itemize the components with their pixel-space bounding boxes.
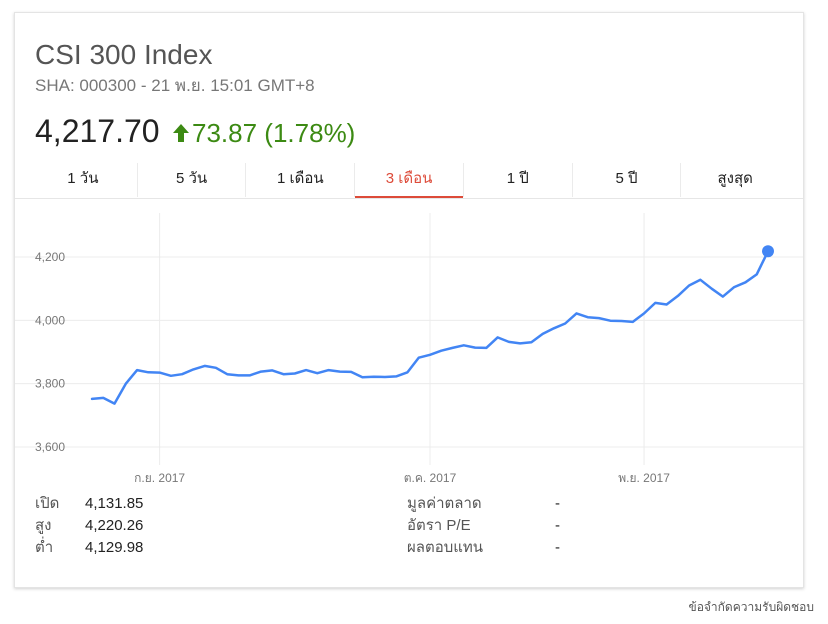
arrow-up-icon	[173, 124, 190, 142]
stat-row: มูลค่าตลาด -	[407, 493, 560, 515]
x-tick-label: พ.ย. 2017	[618, 471, 670, 485]
price-row: 4,217.70 73.87 (1.78%)	[35, 113, 355, 156]
tab-range-6[interactable]: สูงสุด	[717, 170, 753, 187]
stat-value: -	[555, 539, 560, 556]
tab-range-3[interactable]: 3 เดือน	[355, 163, 464, 199]
stats-right: มูลค่าตลาด - อัตรา P/E - ผลตอบแทน -	[407, 493, 560, 559]
price-chart[interactable]: 3,600 3,800 4,000 4,200 ก.ย. 2017 ต.ค. 2017 พ.…	[15, 203, 803, 493]
stat-value: 4,220.26	[85, 517, 144, 534]
stats-left: เปิด 4,131.85 สูง 4,220.26 ต่ำ 4,129.98	[35, 493, 143, 559]
y-tick-label: 3,800	[35, 377, 65, 391]
stat-row: ผลตอบแทน -	[407, 537, 560, 559]
tab-range-1[interactable]: 5 วัน	[138, 163, 247, 197]
stat-label: เปิด	[35, 495, 60, 512]
stat-row: อัตรา P/E -	[407, 515, 560, 537]
stat-value: 4,131.85	[85, 495, 144, 512]
y-tick-label: 3,600	[35, 440, 65, 454]
stat-label: อัตรา P/E	[407, 517, 471, 534]
last-point-marker[interactable]	[762, 245, 774, 258]
stat-label: สูง	[35, 517, 52, 534]
tab-range-5[interactable]: 5 ปี	[573, 163, 682, 197]
price-change-value: 73.87 (1.78%)	[192, 118, 356, 148]
tab-range-4[interactable]: 1 ปี	[464, 163, 573, 197]
range-tabs: 1 วัน 5 วัน 1 เดือน 3 เดือน 1 ปี 5 ปี สูงสุด	[29, 163, 789, 199]
index-title: CSI 300 Index	[35, 39, 213, 70]
stock-card: CSI 300 Index SHA: 000300 - 21 พ.ย. 15:0…	[14, 12, 804, 588]
tab-range-2[interactable]: 1 เดือน	[246, 163, 356, 197]
stat-row: ต่ำ 4,129.98	[35, 537, 143, 559]
stat-value: -	[555, 495, 560, 512]
quote-subtitle: SHA: 000300 - 21 พ.ย. 15:01 GMT+8	[35, 76, 315, 95]
y-tick-label: 4,200	[35, 250, 65, 264]
tab-divider	[15, 198, 803, 199]
price-change: 73.87 (1.78%)	[172, 118, 355, 148]
stat-row: เปิด 4,131.85	[35, 493, 143, 515]
y-tick-label: 4,000	[35, 313, 65, 327]
stat-label: มูลค่าตลาด	[407, 495, 482, 512]
stat-label: ต่ำ	[35, 539, 54, 556]
stat-label: ผลตอบแทน	[407, 539, 484, 556]
stat-row: สูง 4,220.26	[35, 515, 143, 537]
price-line	[90, 250, 770, 405]
stat-value: 4,129.98	[85, 539, 144, 556]
current-price: 4,217.70	[35, 113, 160, 149]
disclaimer-link[interactable]: ข้อจำกัดความรับผิดชอบ	[688, 600, 814, 614]
x-tick-label: ก.ย. 2017	[134, 471, 185, 485]
tab-range-0[interactable]: 1 วัน	[29, 163, 138, 197]
stat-value: -	[555, 517, 560, 534]
x-tick-label: ต.ค. 2017	[404, 471, 457, 485]
